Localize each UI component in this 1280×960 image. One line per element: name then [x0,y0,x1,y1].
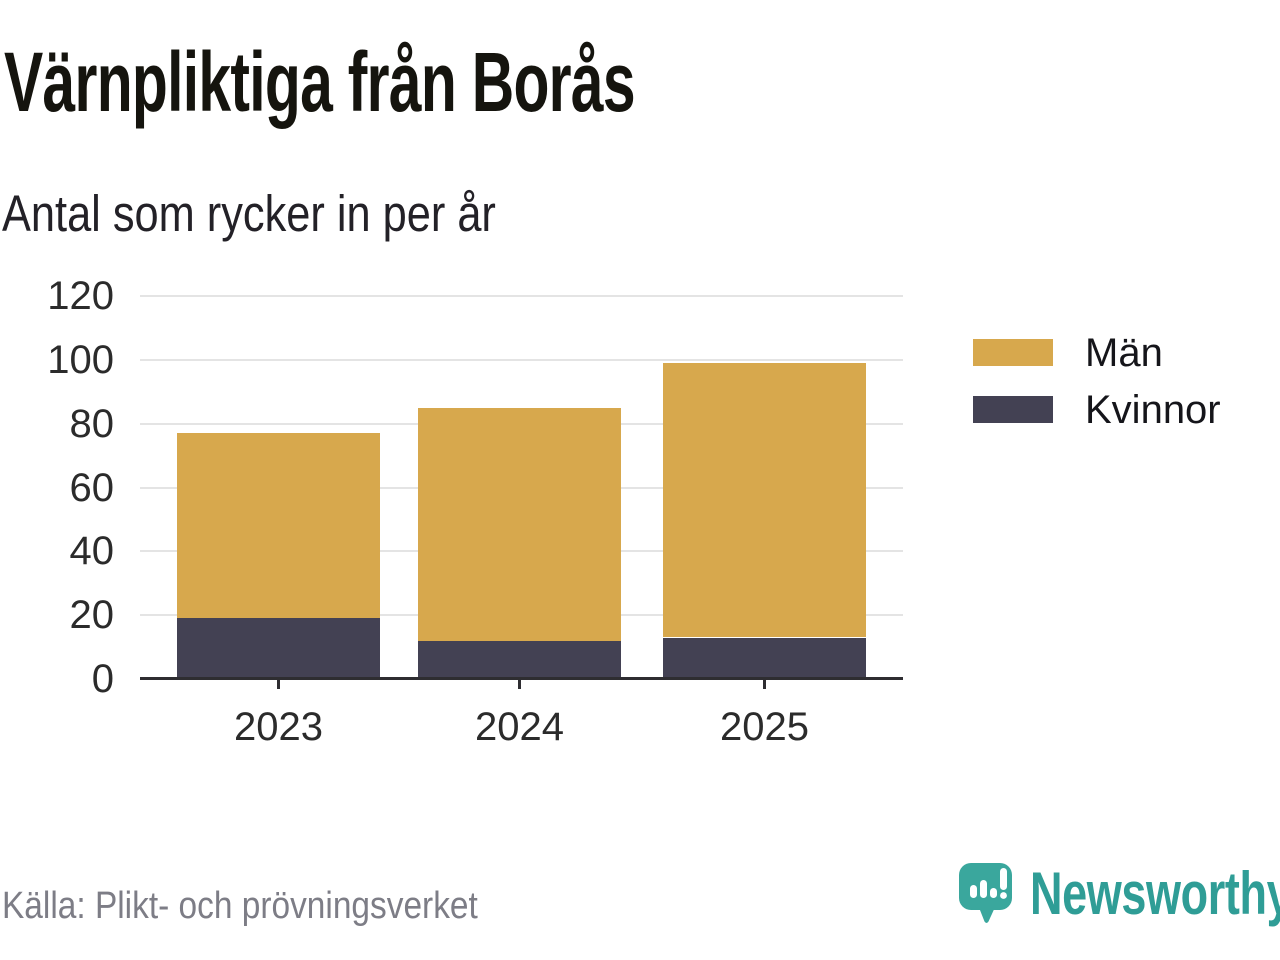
bar-2024-men [418,407,621,641]
x-tick-2023 [277,680,280,689]
bar-2025-women [663,637,866,679]
bar-2023-women [177,618,380,679]
chart-title: Värnpliktiga från Borås [4,35,636,129]
legend: Män Kvinnor [973,333,1221,430]
y-tick-label: 0 [91,657,114,701]
legend-item-män: Män [973,333,1221,373]
bar-2023-men [177,433,380,619]
legend-swatch-kvinnor [973,396,1053,423]
legend-swatch-män [973,339,1053,366]
newsworthy-bubble-chart-icon [959,863,1012,923]
x-tick-2024 [518,680,521,689]
chart-subtitle: Antal som rycker in per år [2,185,496,242]
y-tick-label: 100 [47,337,114,382]
y-tick-label: 60 [69,465,115,510]
bar-2025-men [663,363,866,638]
brand-wordmark: Newsworthy [1030,860,1280,927]
y-tick-label: 120 [47,274,114,318]
x-tick-2025 [763,680,766,689]
legend-label: Män [1085,330,1163,375]
brand-logo: Newsworthy [957,861,1280,941]
legend-item-kvinnor: Kvinnor [973,390,1221,430]
source-text: Källa: Plikt- och prövningsverket [2,885,478,927]
gridline-100 [140,358,903,361]
y-tick-label: 20 [69,593,115,638]
x-tick-label-2023: 2023 [234,705,323,749]
legend-label: Kvinnor [1085,387,1221,432]
bar-2024-women [418,640,621,679]
gridline-120 [140,295,903,297]
y-tick-label: 80 [69,401,115,446]
x-axis-line [140,677,903,680]
y-tick-label: 40 [69,529,115,574]
x-tick-label-2025: 2025 [720,705,809,749]
x-tick-label-2024: 2024 [475,705,564,749]
